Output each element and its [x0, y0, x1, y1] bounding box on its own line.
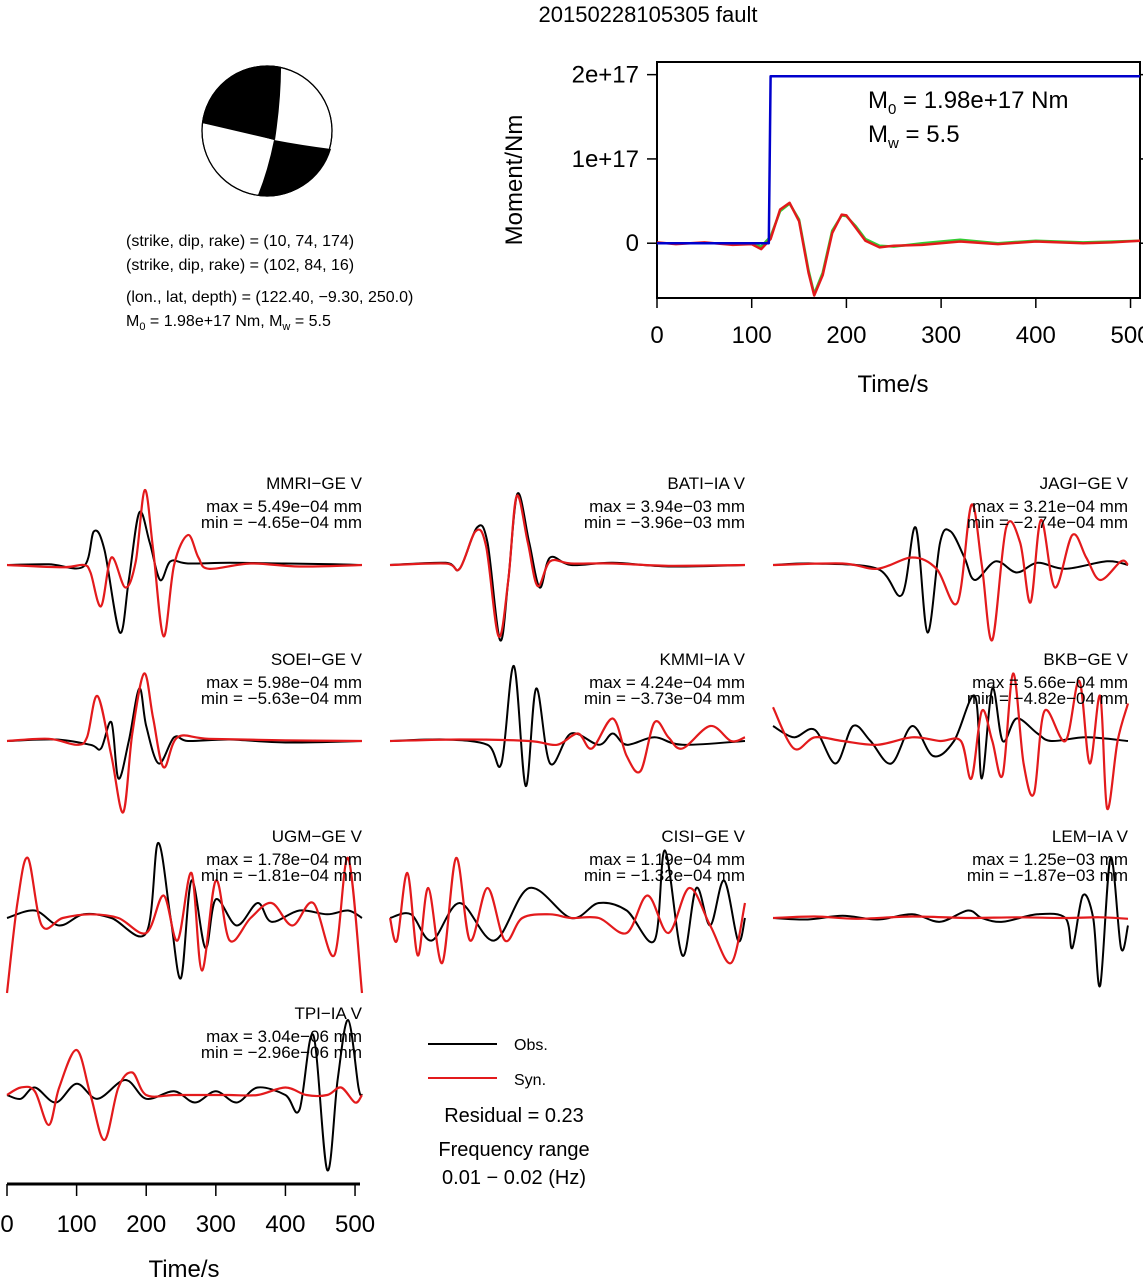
moment-series-line-2 [656, 201, 1141, 297]
station-min: min = −4.65e−04 mm [201, 513, 362, 532]
location-line: (lon., lat, depth) = (122.40, −9.30, 250… [126, 289, 413, 306]
waveform-axis-xlabel: Time/s [148, 1256, 219, 1280]
moment-chart-ylabel: Moment/Nm [501, 115, 528, 246]
waveform-time-axis: Time/s 0 100 200 300 400 500 [0, 1182, 375, 1280]
waveform-syn-line [6, 1048, 363, 1142]
legend: Obs. Syn. [428, 1037, 548, 1089]
moment-chart-frame [656, 61, 1141, 299]
station-label: BATI−IA V [667, 474, 745, 493]
station-max: max = 1.78e−04 mm [206, 850, 362, 869]
station-min: min = −1.81e−04 mm [201, 866, 362, 885]
station-min: min = −1.32e−04 mm [584, 866, 745, 885]
waveform-syn-line [6, 488, 363, 638]
waveform-syn-line [772, 672, 1130, 811]
station-max: max = 4.24e−04 mm [589, 673, 745, 692]
waveform-syn-line [389, 717, 746, 774]
moment-xtick-label: 0 [650, 322, 663, 349]
station-label: UGM−GE V [272, 827, 363, 846]
station-label: CISI−GE V [661, 827, 745, 846]
moment-xtick-label: 100 [732, 322, 772, 349]
moment-series-line-0 [657, 75, 1140, 245]
moment-ytick-label: 1e+17 [572, 146, 639, 173]
waveform-syn-line [772, 503, 1129, 642]
waveform-syn-line [389, 494, 746, 638]
station-min: min = −2.96e−06 mm [201, 1043, 362, 1062]
waveform-xtick-label: 500 [335, 1211, 375, 1238]
moment-line: M0 = 1.98e+17 Nm, Mw = 5.5 [126, 313, 331, 333]
moment-ytick-label: 2e+17 [572, 62, 639, 89]
station-min: min = −3.73e−04 mm [584, 689, 745, 708]
moment-annotation-mw: Mw = 5.5 [868, 121, 960, 152]
station-max: max = 1.19e−04 mm [589, 850, 745, 869]
station-label: SOEI−GE V [271, 650, 363, 669]
station-label: TPI−IA V [294, 1004, 362, 1023]
waveform-xtick-label: 0 [0, 1211, 13, 1238]
station-min: min = −1.87e−03 mm [967, 866, 1128, 885]
waveform-syn-line [772, 915, 1129, 920]
frequency-title: Frequency range [438, 1139, 589, 1161]
moment-xtick-label: 400 [1016, 322, 1056, 349]
waveform-syn-line [5, 856, 364, 994]
station-min: min = −5.63e−04 mm [201, 689, 362, 708]
station-max: max = 3.94e−03 mm [589, 497, 745, 516]
waveform-xtick-label: 400 [265, 1211, 305, 1238]
waveform-obs-line [772, 526, 1129, 634]
waveform-xtick-label: 200 [126, 1211, 166, 1238]
station-max: max = 3.21e−04 mm [972, 497, 1128, 516]
mechanism-line-1: (strike, dip, rake) = (10, 74, 174) [126, 233, 354, 250]
moment-ytick-label: 0 [626, 230, 639, 257]
moment-annotation-m0: M0 = 1.98e+17 Nm [868, 87, 1068, 118]
legend-syn-label: Syn. [514, 1072, 546, 1089]
moment-xtick-label: 500 [1111, 322, 1143, 349]
station-label: JAGI−GE V [1040, 474, 1129, 493]
station-max: max = 5.49e−04 mm [206, 497, 362, 516]
station-label: MMRI−GE V [266, 474, 363, 493]
station-max: max = 1.25e−03 mm [972, 850, 1128, 869]
station-min: min = −2.74e−04 mm [967, 513, 1128, 532]
station-max: max = 3.04e−06 mm [206, 1027, 362, 1046]
legend-obs-label: Obs. [514, 1037, 548, 1054]
station-label: LEM−IA V [1052, 827, 1129, 846]
station-min: min = −3.96e−03 mm [584, 513, 745, 532]
moment-xtick-label: 300 [921, 322, 961, 349]
waveform-xtick-label: 300 [196, 1211, 236, 1238]
waveform-obs-line [772, 687, 1129, 780]
mechanism-info: (strike, dip, rake) = (10, 74, 174) (str… [126, 233, 413, 333]
moment-chart: 0 100 200 300 400 500 0 1e+17 2e+17 Moment/Nm Ti… [501, 61, 1143, 398]
waveform-syn-line [6, 672, 363, 814]
station-max: max = 5.98e−04 mm [206, 673, 362, 692]
station-label: BKB−GE V [1043, 650, 1128, 669]
station-max: max = 5.66e−04 mm [972, 673, 1128, 692]
station-label: KMMI−IA V [660, 650, 746, 669]
waveform-obs-line [6, 1018, 363, 1172]
residual-text: Residual = 0.23 [444, 1105, 584, 1127]
figure-title: 20150228105305 fault [539, 2, 758, 27]
station-min: min = −4.82e−04 mm [967, 689, 1128, 708]
moment-chart-xlabel: Time/s [857, 371, 928, 398]
focal-mechanism-beachball [201, 65, 333, 197]
mechanism-line-2: (strike, dip, rake) = (102, 84, 16) [126, 257, 354, 274]
waveform-obs-line [389, 664, 746, 788]
moment-series-line-1 [657, 202, 1141, 296]
waveform-xtick-label: 100 [57, 1211, 97, 1238]
frequency-range: 0.01 − 0.02 (Hz) [442, 1167, 586, 1189]
moment-xtick-label: 200 [826, 322, 866, 349]
waveform-syn-line [388, 856, 747, 965]
